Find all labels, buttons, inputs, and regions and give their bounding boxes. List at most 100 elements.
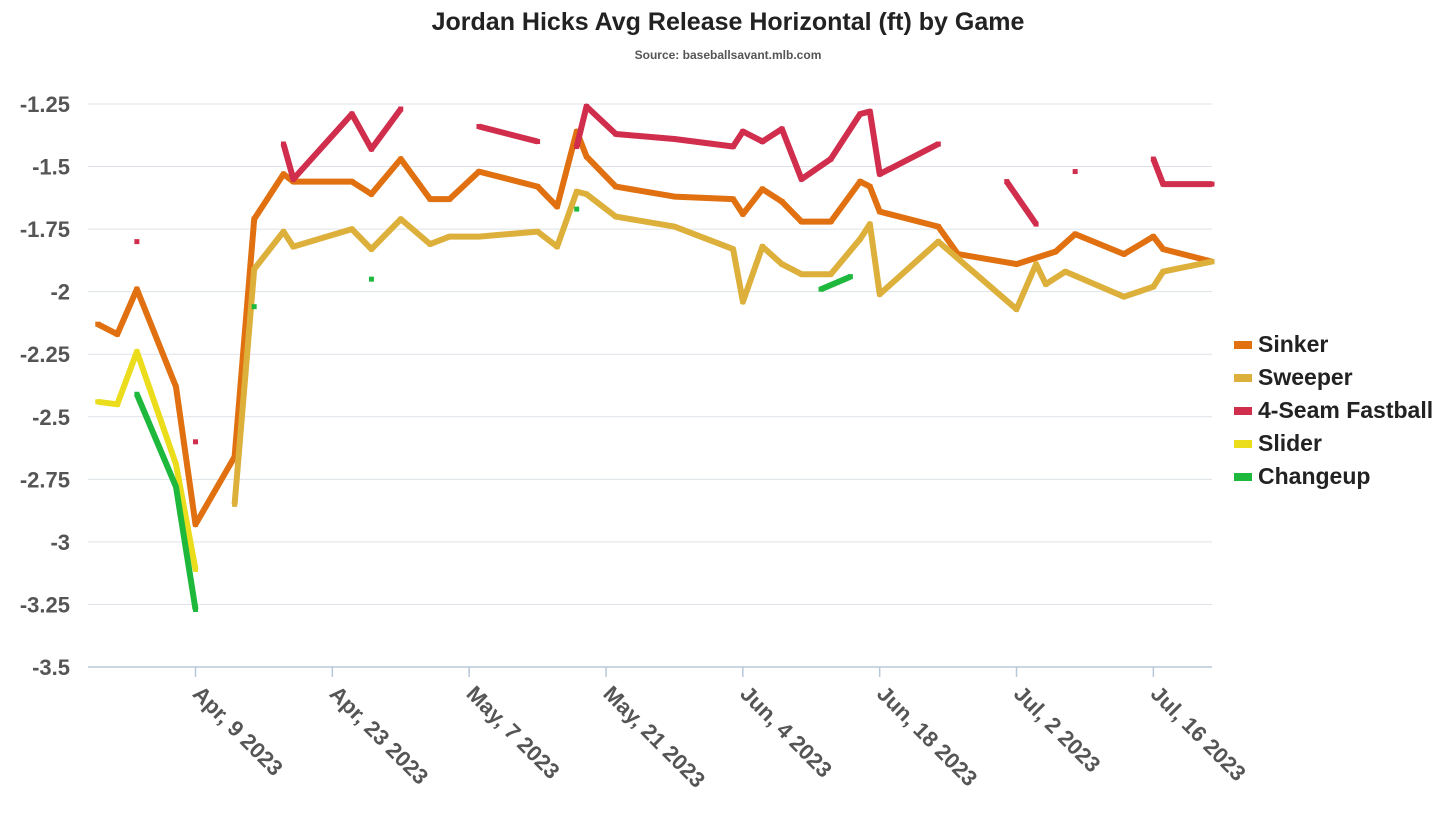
data-point-sinker [857,179,863,185]
legend-label: Sinker [1258,331,1329,357]
data-point-sweeper [877,291,883,297]
data-point-4-seam-fastball [1072,169,1078,175]
data-point-sweeper [1150,284,1156,290]
y-tick-label: -1.5 [32,155,70,180]
data-point-sinker [583,154,589,160]
data-point-sweeper [427,241,433,247]
data-point-changeup [368,276,374,282]
data-point-4-seam-fastball [779,126,785,132]
series-line-4-seam-fastball [1004,179,1039,226]
legend-swatch [1234,340,1252,349]
x-tick-label: Apr, 9 2023 [188,681,288,781]
data-point-sweeper [779,261,785,267]
data-point-sinker [935,224,941,230]
data-point-4-seam-fastball [857,111,863,117]
series-line-4-seam-fastball [478,123,539,145]
legend-label: Slider [1258,430,1322,456]
data-point-4-seam-fastball [349,111,355,117]
data-point-sweeper [1014,306,1020,312]
data-point-sinker [173,384,179,390]
data-point-4-seam-fastball [1209,181,1215,187]
series-line-changeup [819,273,852,292]
y-axis: -1.25 -1.5 -1.75 -2 -2.25 -2.5 -2.75 -3 -3.25 -3.… [20,92,70,680]
data-point-sinker [613,184,619,190]
data-point-sinker [349,179,355,185]
data-point-changeup [251,304,257,310]
x-tick-label: Jul, 16 2023 [1146,681,1251,786]
data-point-slider [114,401,120,407]
data-point-sweeper [730,246,736,252]
data-point-sweeper [476,234,482,240]
data-point-sweeper [867,221,873,227]
data-point-sinker [95,321,101,327]
data-point-sinker [1121,251,1127,257]
data-point-sweeper [857,236,863,242]
data-point-4-seam-fastball [1004,179,1010,185]
data-point-sinker [134,286,140,292]
data-point-sinker [574,129,580,135]
series-changeup [134,206,853,612]
data-point-sweeper [290,244,296,250]
data-point-sweeper [1160,269,1166,275]
x-tick-label: Jun, 4 2023 [735,681,837,783]
data-point-sweeper [1043,281,1049,287]
y-tick-label: -2.5 [32,405,70,430]
data-point-4-seam-fastball [583,104,589,110]
series-line-sweeper [231,188,1213,505]
data-point-sweeper [740,299,746,305]
data-point-sinker [955,251,961,257]
data-point-sweeper [1062,269,1068,275]
series-line-4-seam-fastball [1150,157,1212,188]
series-sweeper [231,188,1215,507]
series-line-sinker [96,128,1213,528]
data-point-sweeper [280,229,286,235]
data-point-changeup [847,274,853,280]
data-point-sweeper [798,271,804,277]
y-tick-label: -1.25 [20,92,70,117]
data-point-sinker [398,156,404,162]
legend: Sinker Sweeper 4-Seam Fastball Slider Change… [1234,328,1433,493]
data-point-sinker [759,186,765,192]
series-line-slider [97,348,199,570]
data-point-4-seam-fastball [1160,181,1166,187]
y-tick-label: -3 [50,530,70,555]
legend-swatch [1234,439,1252,448]
y-tick-label: -1.75 [20,217,70,242]
chart-subtitle: Source: baseballsavant.mlb.com [634,48,822,62]
data-point-sinker [1150,234,1156,240]
data-point-sweeper [251,266,257,272]
y-tick-label: -2.25 [20,342,70,367]
data-point-4-seam-fastball [740,129,746,135]
series-sinker [95,128,1215,528]
legend-label: 4-Seam Fastball [1258,397,1434,423]
data-point-4-seam-fastball [476,124,482,130]
data-point-4-seam-fastball [134,239,140,245]
data-point-sweeper [1033,261,1039,267]
data-point-sweeper [368,246,374,252]
data-point-changeup [818,286,824,292]
data-point-sweeper [671,224,677,230]
data-point-sinker [1053,249,1059,255]
series-4-seam-fastball [134,103,1215,445]
y-tick-label: -2.75 [20,467,70,492]
data-point-sinker [447,196,453,202]
data-point-sweeper [759,244,765,250]
data-point-sinker [828,219,834,225]
x-tick-label: Jul, 2 2023 [1009,681,1105,777]
data-point-sinker [232,454,238,460]
x-tick-label: Apr, 23 2023 [325,681,433,789]
data-point-4-seam-fastball [867,109,873,115]
data-point-sinker [779,199,785,205]
data-point-sweeper [447,234,453,240]
data-point-sweeper [613,214,619,220]
data-point-4-seam-fastball [877,171,883,177]
data-point-sweeper [828,271,834,277]
data-point-4-seam-fastball [1033,221,1039,227]
legend-item-4-seam-fastball: 4-Seam Fastball [1234,394,1433,427]
data-point-changeup [193,606,199,612]
data-point-slider [173,461,179,467]
data-point-4-seam-fastball [574,144,580,150]
data-point-sinker [1160,246,1166,252]
data-point-sinker [867,184,873,190]
